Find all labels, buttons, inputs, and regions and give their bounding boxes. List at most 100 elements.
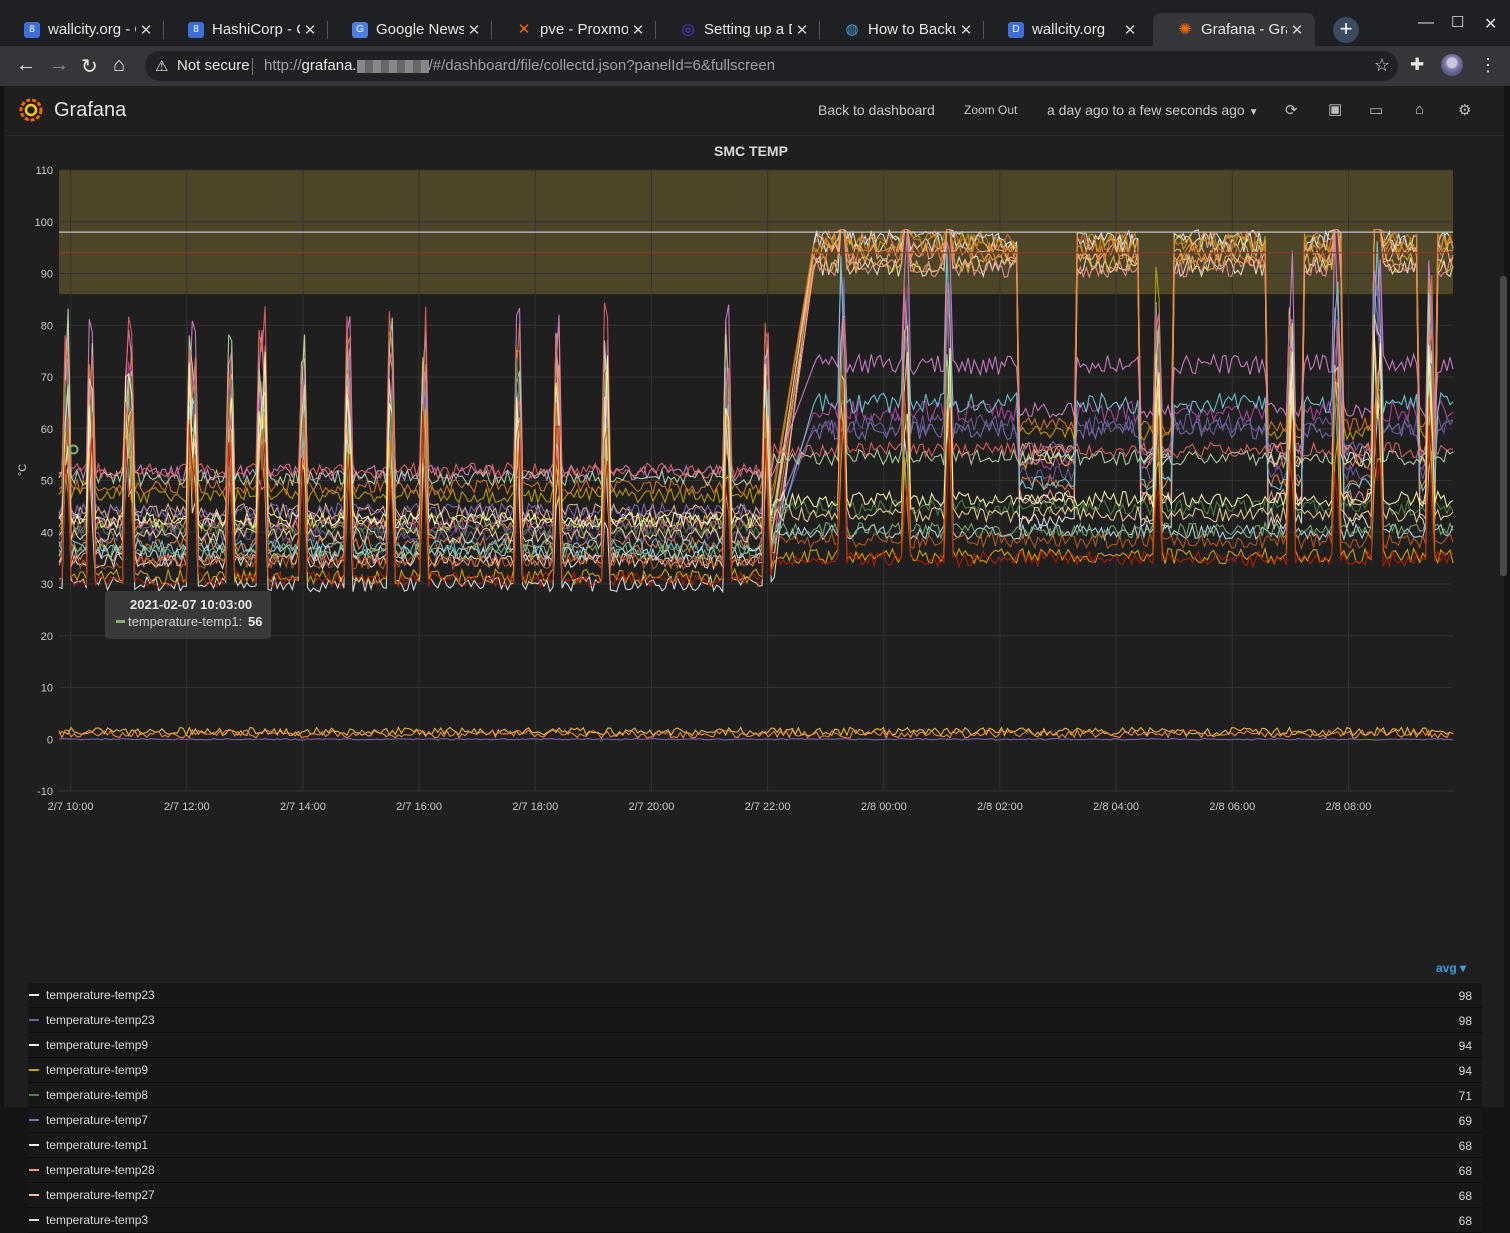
legend-swatch[interactable] [29, 1219, 39, 1221]
legend-row[interactable]: temperature-temp23 98 [28, 983, 1482, 1008]
home-icon[interactable]: ⌂ [1415, 101, 1425, 118]
browser-tab[interactable]: ◎ Setting up a D ✕ [656, 13, 820, 46]
legend-swatch[interactable] [29, 1144, 39, 1146]
browser-tab[interactable]: ✕ pve - Proxmox ✕ [492, 13, 656, 46]
y-tick-label: 70 [41, 372, 53, 384]
legend-series-name[interactable]: temperature-temp8 [46, 1088, 149, 1102]
legend-swatch[interactable] [29, 1169, 39, 1171]
close-tab-icon[interactable]: ✕ [959, 21, 973, 39]
close-tab-icon[interactable]: ✕ [1123, 21, 1137, 39]
close-tab-icon[interactable]: ✕ [795, 21, 809, 39]
legend-series-name[interactable]: temperature-temp3 [46, 1213, 149, 1227]
legend-swatch[interactable] [29, 1069, 39, 1071]
panel-title[interactable]: SMC TEMP [714, 143, 788, 159]
refresh-icon[interactable]: ⟳ [1285, 102, 1298, 119]
legend-row[interactable]: temperature-temp1 68 [28, 1133, 1482, 1158]
legend-row[interactable]: temperature-temp3 68 [28, 1208, 1482, 1233]
legend-avg-value: 68 [1458, 1214, 1472, 1228]
close-tab-icon[interactable]: ✕ [1290, 21, 1304, 39]
time-range-label: a day ago to a few seconds ago [1047, 102, 1245, 118]
address-bar[interactable]: ⚠ Not secure http://grafana. /#/dashboard… [145, 51, 1398, 81]
series-line-low [58, 726, 1454, 737]
time-range-picker[interactable]: a day ago to a few seconds ago ▼ [1047, 102, 1259, 118]
close-tab-icon[interactable]: ✕ [139, 21, 153, 39]
legend-swatch[interactable] [29, 1019, 39, 1021]
tab-title: How to Backup [868, 21, 956, 38]
browser-tab[interactable]: ✺ Grafana - Grafa✕ [1153, 13, 1315, 46]
legend-avg-value: 68 [1458, 1139, 1472, 1153]
maximize-icon[interactable]: ☐ [1451, 14, 1465, 31]
back-to-dashboard-link[interactable]: Back to dashboard [818, 102, 935, 118]
browser-tab[interactable]: 8 HashiCorp - Ca✕ [164, 13, 328, 46]
profile-avatar[interactable] [1441, 54, 1463, 76]
legend-series-name[interactable]: temperature-temp1 [46, 1138, 149, 1152]
legend-swatch[interactable] [29, 1119, 39, 1121]
scrollbar[interactable] [1500, 276, 1507, 576]
browser-tab[interactable]: ◍ How to Backup✕ [820, 13, 984, 46]
grafana-logo-icon[interactable] [19, 98, 43, 122]
legend-avg-value: 69 [1458, 1114, 1472, 1128]
folder-open-icon[interactable]: ▭ [1369, 102, 1384, 119]
legend-table: temperature-temp23 98 temperature-temp23 98… [28, 983, 1482, 1233]
series-line [58, 352, 1454, 545]
legend-swatch[interactable] [29, 1194, 39, 1196]
legend-row[interactable]: temperature-temp9 94 [28, 1033, 1482, 1058]
legend-row[interactable]: temperature-temp27 68 [28, 1183, 1482, 1208]
close-tab-icon[interactable]: ✕ [467, 21, 481, 39]
bookmark-star-icon[interactable]: ☆ [1373, 55, 1390, 75]
series-line [58, 282, 1454, 480]
back-arrow-icon[interactable]: ← [16, 54, 36, 76]
legend-row[interactable]: temperature-temp23 98 [28, 1008, 1482, 1033]
y-tick-label: 0 [47, 734, 53, 746]
legend-series-name[interactable]: temperature-temp9 [46, 1063, 149, 1077]
legend-row[interactable]: temperature-temp7 69 [28, 1108, 1482, 1133]
legend-avg-value: 71 [1458, 1089, 1472, 1103]
legend-swatch[interactable] [29, 1094, 39, 1096]
zoom-out-button[interactable]: Zoom Out [964, 103, 1018, 117]
browser-tab[interactable]: 8 wallcity.org - C ✕ [0, 13, 164, 46]
tab-title: pve - Proxmox [540, 21, 628, 38]
y-axis-label: °C [17, 464, 29, 476]
y-tick-label: 110 [35, 165, 53, 177]
gear-icon[interactable]: ⚙ [1458, 102, 1472, 119]
series-line [58, 241, 1454, 556]
tab-title: wallcity.org - C [48, 21, 136, 38]
menu-dots-icon[interactable]: ⋮ [1479, 55, 1497, 75]
legend-series-name[interactable]: temperature-temp23 [46, 1013, 155, 1027]
legend-series-name[interactable]: temperature-temp28 [46, 1163, 155, 1177]
new-tab-button[interactable]: + [1333, 17, 1359, 43]
legend-series-name[interactable]: temperature-temp23 [46, 988, 155, 1002]
legend-series-name[interactable]: temperature-temp27 [46, 1188, 155, 1202]
legend-series-name[interactable]: temperature-temp9 [46, 1038, 149, 1052]
divider [252, 58, 253, 75]
close-window-icon[interactable]: ✕ [1484, 16, 1498, 33]
legend-row[interactable]: temperature-temp8 71 [28, 1083, 1482, 1108]
redacted-host [356, 59, 429, 73]
y-tick-label: 80 [41, 320, 53, 332]
forward-arrow-icon[interactable]: → [49, 54, 69, 76]
legend-series-name[interactable]: temperature-temp7 [46, 1113, 149, 1127]
close-tab-icon[interactable]: ✕ [303, 21, 317, 39]
globe-icon: ◍ [845, 20, 859, 38]
reload-icon[interactable]: ↻ [81, 56, 98, 78]
home-icon[interactable]: ⌂ [113, 54, 126, 76]
y-tick-label: 50 [41, 476, 53, 488]
legend-row[interactable]: temperature-temp9 94 [28, 1058, 1482, 1083]
extensions-puzzle-icon[interactable]: ✚ [1410, 55, 1425, 74]
url-text: http://grafana. /#/dashboard/file/collect… [264, 57, 775, 74]
brand-name[interactable]: Grafana [54, 99, 127, 121]
legend-sort-avg[interactable]: avg ▾ [1436, 961, 1467, 975]
series-line [58, 229, 1454, 483]
browser-tab[interactable]: G Google News ✕ [328, 13, 492, 46]
legend-swatch[interactable] [29, 994, 39, 996]
x-tick-label: 2/8 06:00 [1209, 801, 1255, 813]
close-tab-icon[interactable]: ✕ [631, 21, 645, 39]
minimize-icon[interactable]: — [1418, 14, 1434, 31]
save-icon[interactable]: ▣ [1328, 101, 1343, 118]
caret-down-icon: ▼ [1248, 107, 1259, 118]
legend-swatch[interactable] [29, 1044, 39, 1046]
legend-row[interactable]: temperature-temp28 68 [28, 1158, 1482, 1183]
tab-title: Grafana - Grafa [1201, 21, 1287, 38]
